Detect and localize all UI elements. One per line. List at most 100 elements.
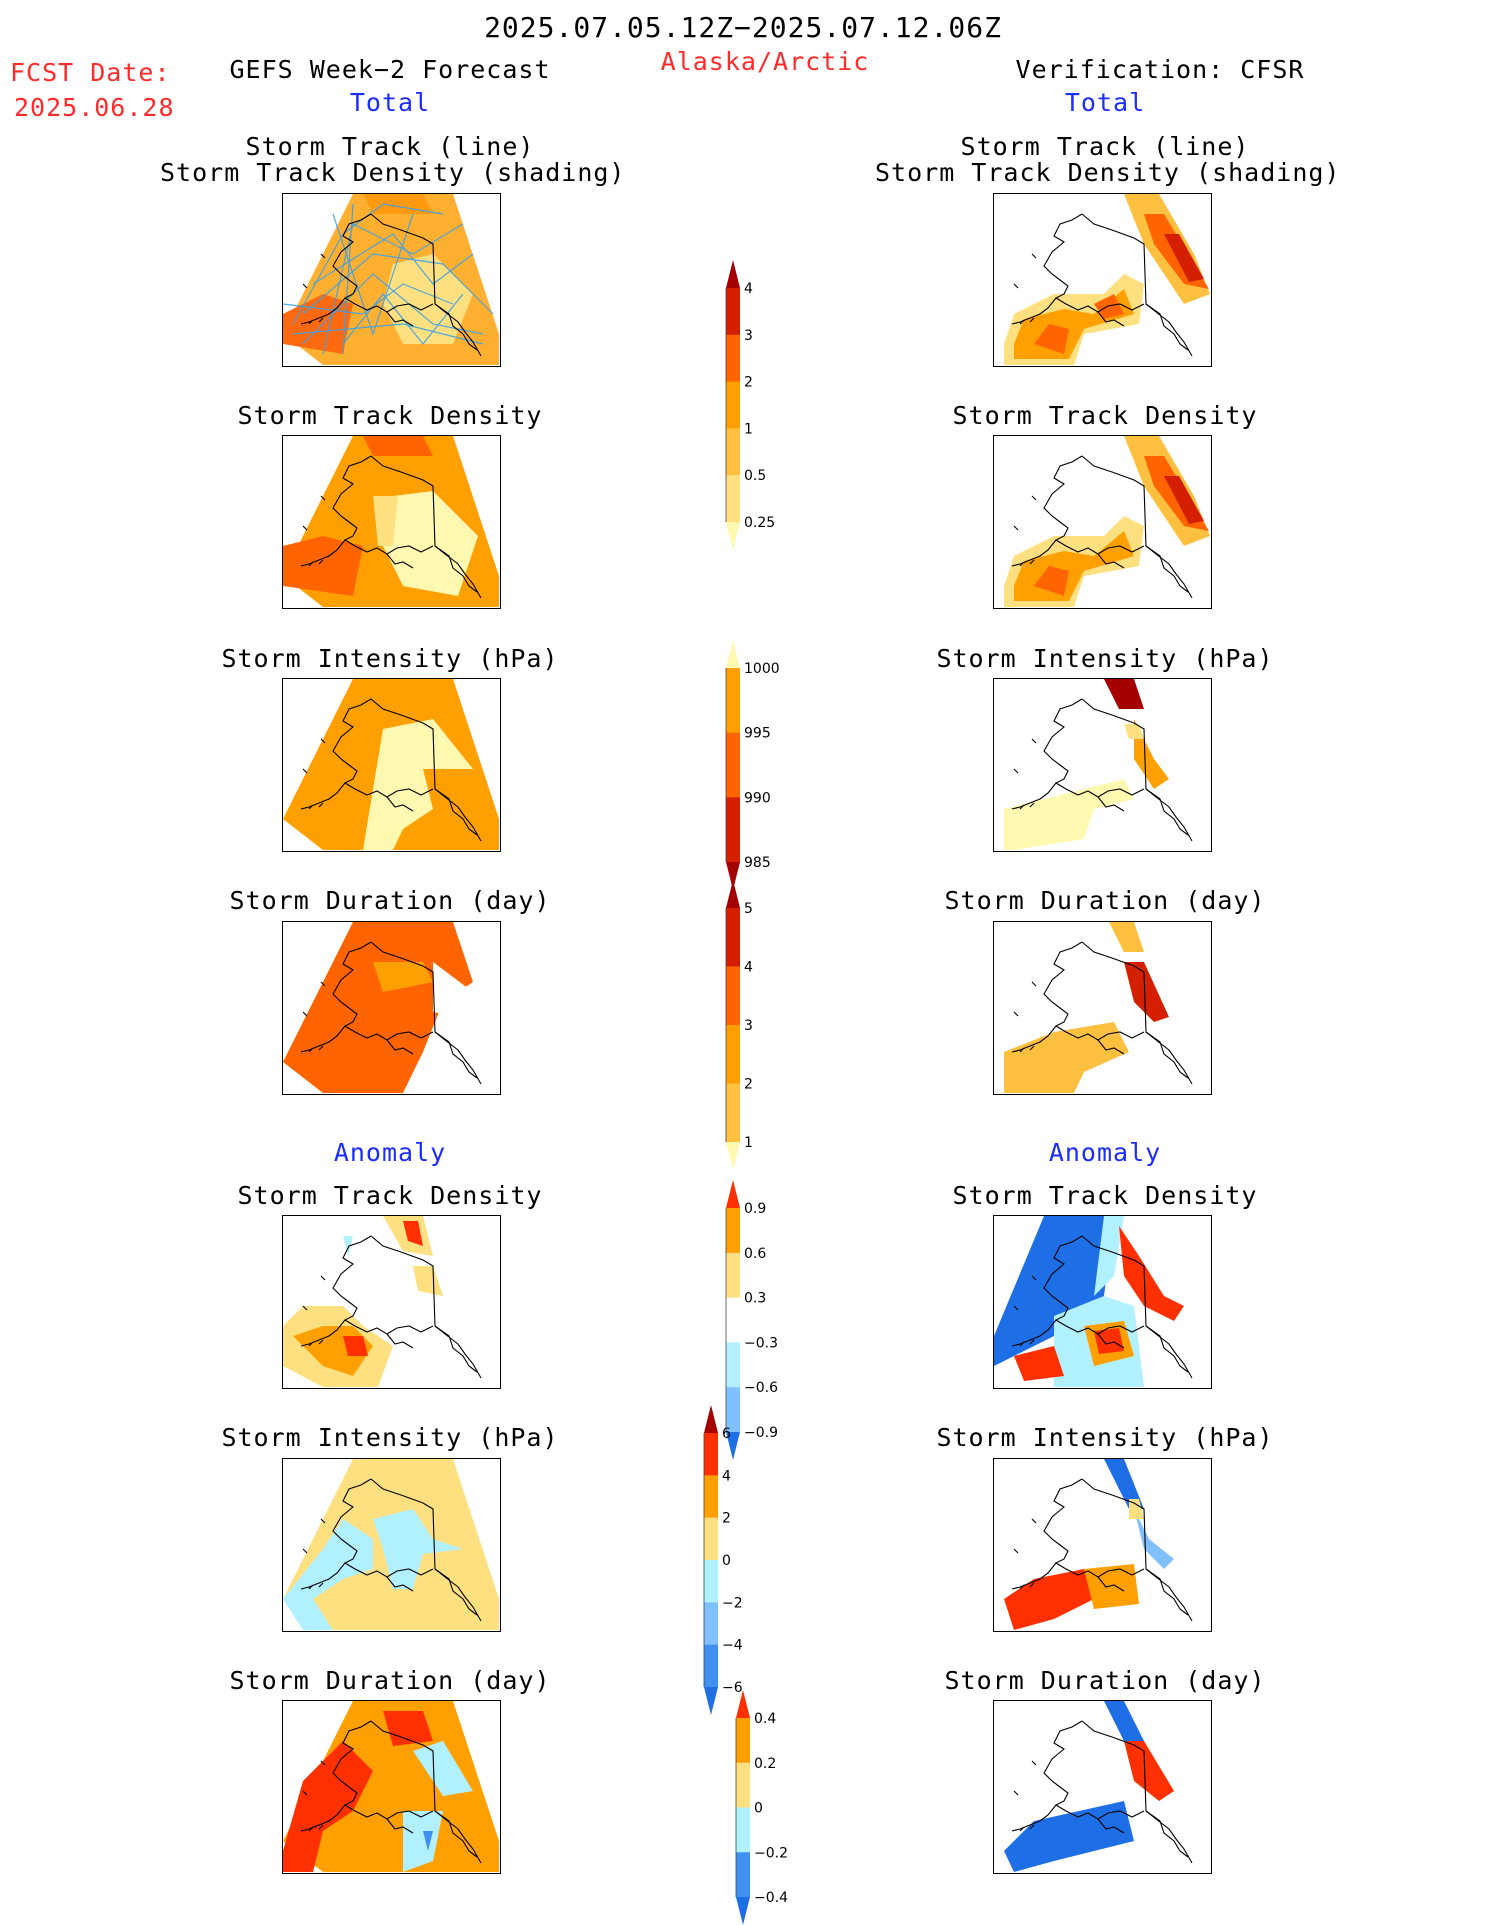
duration_anom-tick-label: 0 (754, 1801, 763, 1817)
density_total-segment-1 (726, 288, 740, 336)
colorbar-density-total: 4 3 2 1 0.5 0.25 (725, 260, 775, 550)
left-anomaly-label: Anomaly (333, 1138, 447, 1167)
duration_total-segment-2 (726, 966, 740, 1026)
density_total-tick-label: 3 (744, 328, 753, 344)
right-total-label: Total (1064, 88, 1146, 117)
duration_anom-tick-label: −0.2 (754, 1845, 788, 1861)
density_total-segment-6 (726, 522, 740, 550)
left-density-anomaly-title: Storm Track Density (237, 1181, 543, 1210)
density_anom-tick-label: 0.9 (744, 1201, 766, 1217)
colorbar-density-anomaly: 0.9 0.6 0.3 −0.3 −0.6 −0.9 (725, 1180, 778, 1460)
right-intensity-title: Storm Intensity (hPa) (936, 644, 1274, 673)
density_total-tick-label: 2 (744, 375, 753, 391)
left-intensity-title: Storm Intensity (hPa) (221, 644, 559, 673)
left-intensity-anomaly-title: Storm Intensity (hPa) (221, 1423, 559, 1452)
duration_anom-segment-4 (736, 1852, 750, 1898)
density_total-tick-label: 4 (744, 281, 753, 297)
right-track-shading-title: Storm Track Density (shading) (875, 158, 1341, 187)
intensity_anom-tick-label: 6 (722, 1426, 731, 1442)
left-density-title: Storm Track Density (237, 401, 543, 430)
right-track-line-title: Storm Track (line) (960, 132, 1250, 161)
density_anom-segment-6 (726, 1432, 740, 1460)
duration_anom-segment-1 (736, 1718, 750, 1764)
duration_anom-tick-label: 0.4 (754, 1711, 776, 1727)
right-column-heading: Verification: CFSR (1015, 55, 1305, 84)
colorbar-intensity-total: 1000995990985980 (725, 640, 780, 890)
right-density-title: Storm Track Density (952, 401, 1258, 430)
density_total-segment-3 (726, 381, 740, 429)
density_anom-tick-label: 0.3 (744, 1291, 766, 1307)
intensity_total-segment-4 (726, 862, 740, 890)
intensity_anom-tick-label: 2 (722, 1511, 731, 1527)
map-forecast-intensity-anomaly (282, 1458, 501, 1632)
density_total-segment-2 (726, 334, 740, 383)
map-verification-track-density (993, 435, 1212, 609)
right-density-anomaly-title: Storm Track Density (952, 1181, 1258, 1210)
intensity_anom-tick-label: −6 (722, 1680, 743, 1696)
colorbar-intensity-anomaly: 6 4 2 0 −2 −4 −6 (703, 1405, 743, 1715)
duration_total-tick-label: 5 (744, 901, 753, 917)
intensity_total-tick-label: 990 (744, 790, 771, 806)
fcst-date-label: FCST Date: (10, 58, 171, 87)
intensity_anom-segment-0 (704, 1405, 718, 1433)
duration_total-tick-label: 1 (744, 1135, 753, 1151)
duration_total-segment-3 (726, 1025, 740, 1084)
right-duration-title: Storm Duration (day) (944, 886, 1266, 915)
region-label: Alaska/Arctic (660, 47, 870, 76)
map-verification-storm-duration (993, 921, 1212, 1095)
left-total-label: Total (349, 88, 431, 117)
density_anom-tick-label: −0.3 (744, 1335, 778, 1351)
forecast-period-title: 2025.07.05.12Z−2025.07.12.06Z (484, 11, 1002, 44)
map-forecast-storm-track (282, 193, 501, 367)
duration_anom-tick-label: 0.2 (754, 1756, 776, 1772)
density_anom-segment-5 (726, 1387, 740, 1433)
colorbar-duration-anomaly: 0.4 0.2 0 −0.2 −0.4 (735, 1690, 788, 1925)
right-intensity-anomaly-title: Storm Intensity (hPa) (936, 1423, 1274, 1452)
map-forecast-duration-anomaly (282, 1700, 501, 1874)
map-forecast-track-density (282, 435, 501, 609)
duration_total-segment-4 (726, 1083, 740, 1143)
intensity_anom-segment-6 (704, 1644, 718, 1688)
right-duration-anomaly-title: Storm Duration (day) (944, 1666, 1266, 1695)
density_total-tick-label: 0.25 (744, 515, 775, 531)
map-verification-storm-intensity (993, 678, 1212, 852)
left-column-heading: GEFS Week−2 Forecast (229, 55, 551, 84)
duration_anom-segment-3 (736, 1807, 750, 1853)
map-forecast-storm-intensity (282, 678, 501, 852)
intensity_anom-tick-label: 0 (722, 1553, 731, 1569)
map-verification-duration-anomaly (993, 1700, 1212, 1874)
duration_total-tick-label: 3 (744, 1018, 753, 1034)
map-verification-intensity-anomaly (993, 1458, 1212, 1632)
left-duration-anomaly-title: Storm Duration (day) (229, 1666, 551, 1695)
duration_total-tick-label: 4 (744, 960, 753, 976)
intensity_total-segment-2 (726, 732, 740, 798)
density_total-segment-0 (726, 260, 740, 288)
duration_total-segment-0 (726, 880, 740, 908)
intensity_anom-tick-label: 4 (722, 1468, 731, 1484)
density_total-tick-label: 0.5 (744, 468, 766, 484)
map-forecast-density-anomaly (282, 1215, 501, 1389)
duration_anom-tick-label: −0.4 (754, 1890, 788, 1906)
right-anomaly-label: Anomaly (1048, 1138, 1162, 1167)
intensity_total-tick-label: 985 (744, 855, 771, 871)
density_anom-segment-1 (726, 1208, 740, 1254)
left-duration-title: Storm Duration (day) (229, 886, 551, 915)
intensity_anom-segment-1 (704, 1433, 718, 1476)
intensity_total-segment-3 (726, 797, 740, 863)
intensity_anom-segment-2 (704, 1475, 718, 1519)
intensity_total-tick-label: 995 (744, 726, 771, 742)
intensity_total-segment-0 (726, 640, 740, 668)
intensity_total-segment-1 (726, 668, 740, 734)
left-track-shading-title: Storm Track Density (shading) (160, 158, 626, 187)
map-verification-density-anomaly (993, 1215, 1212, 1389)
density_anom-segment-0 (726, 1180, 740, 1208)
left-track-line-title: Storm Track (line) (245, 132, 535, 161)
map-forecast-storm-duration (282, 921, 501, 1095)
fcst-date-value: 2025.06.28 (14, 93, 175, 122)
intensity_anom-segment-7 (704, 1687, 718, 1715)
duration_total-tick-label: 2 (744, 1077, 753, 1093)
intensity_anom-segment-5 (704, 1602, 718, 1646)
density_total-tick-label: 1 (744, 421, 753, 437)
intensity_anom-tick-label: −4 (722, 1638, 743, 1654)
